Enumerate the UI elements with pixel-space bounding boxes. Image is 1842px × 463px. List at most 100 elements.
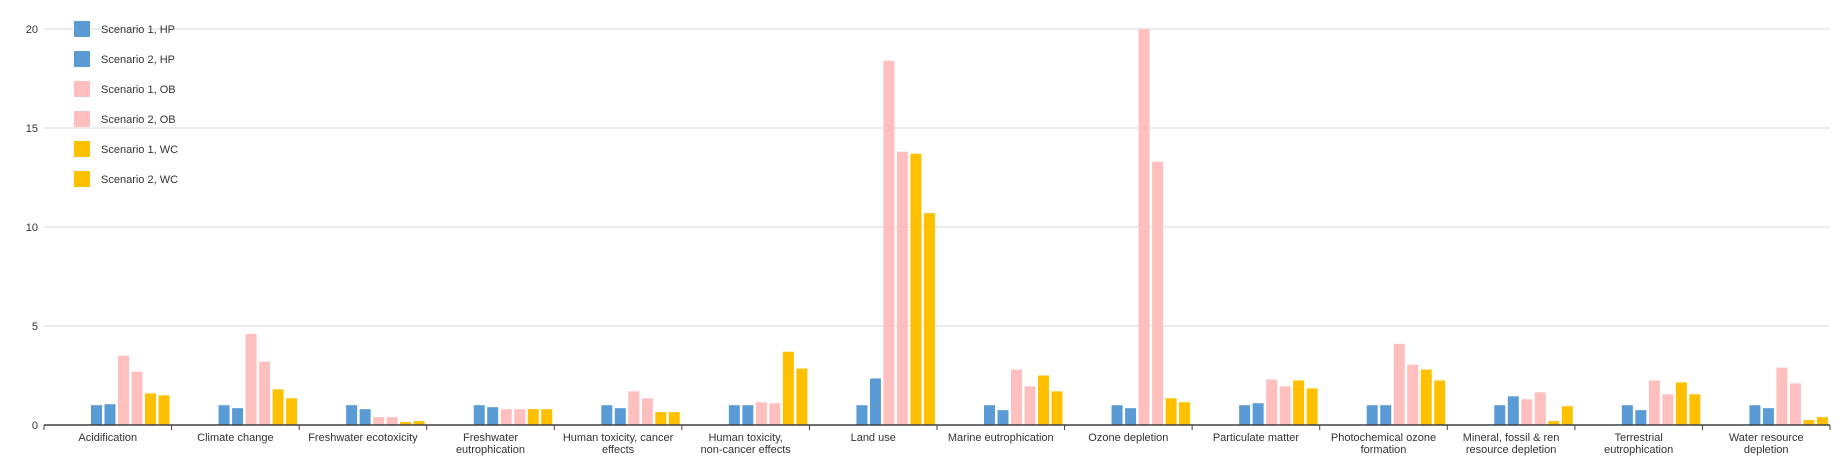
bar (118, 355, 129, 425)
x-tick-label: Water resource (1729, 432, 1804, 444)
bar (1165, 398, 1177, 425)
bar (782, 351, 794, 425)
bar (668, 412, 680, 425)
bar (131, 371, 143, 425)
legend-swatch (74, 171, 90, 187)
bar (91, 405, 102, 425)
bar (400, 422, 412, 425)
bar (514, 409, 526, 425)
bar (1125, 408, 1137, 425)
legend-label: Scenario 2, HP (101, 54, 175, 66)
y-tick-label: 20 (26, 24, 38, 36)
x-tick-label: effects (602, 444, 635, 456)
bar (1561, 406, 1573, 425)
bar (742, 405, 754, 425)
bar (1393, 343, 1405, 425)
bar (1635, 410, 1647, 425)
bar (1024, 386, 1036, 425)
bar (1252, 403, 1264, 425)
bar (1179, 402, 1191, 425)
bar (1675, 382, 1687, 425)
bar (286, 398, 298, 425)
bar (628, 391, 640, 425)
x-tick-label: Land use (851, 432, 896, 444)
x-tick-label: resource depletion (1466, 444, 1557, 456)
bar (1306, 388, 1318, 425)
x-tick-label: Climate change (197, 432, 273, 444)
x-tick-label: Freshwater ecotoxicity (308, 432, 418, 444)
bar (1621, 405, 1633, 425)
bar (1051, 391, 1063, 425)
x-tick-label: Mineral, fossil & ren (1463, 432, 1560, 444)
bar (896, 151, 908, 425)
bar (728, 405, 740, 425)
bar (1138, 29, 1150, 425)
bar (1420, 369, 1432, 425)
bar (1152, 161, 1164, 425)
bar (104, 404, 116, 425)
x-tick-label: Marine eutrophication (948, 432, 1054, 444)
bar (655, 412, 667, 425)
bar (1762, 408, 1774, 425)
x-axis (43, 424, 1831, 430)
bar (1749, 405, 1761, 425)
x-tick-label: depletion (1744, 444, 1789, 456)
bar (614, 408, 626, 425)
bar (1266, 379, 1278, 425)
bar (473, 405, 485, 425)
bar (769, 403, 781, 425)
bar (1789, 383, 1801, 425)
bar (1366, 405, 1378, 425)
bar (910, 153, 922, 426)
legend-label: Scenario 1, OB (101, 84, 176, 96)
bar (1293, 380, 1305, 425)
bar (272, 389, 284, 425)
bar (1521, 399, 1533, 425)
legend-label: Scenario 2, WC (101, 174, 178, 186)
bar (1507, 396, 1519, 425)
bar (984, 405, 995, 425)
y-tick-label: 5 (32, 321, 38, 333)
bar (1380, 405, 1392, 425)
bar (359, 409, 371, 425)
bar (1494, 405, 1506, 425)
bar (923, 213, 935, 425)
bar (1111, 405, 1123, 425)
bar (1038, 375, 1049, 425)
bar (218, 405, 230, 425)
bar (1407, 364, 1419, 425)
bar (1239, 405, 1251, 425)
bar (259, 361, 271, 425)
bar (1689, 394, 1701, 425)
bar (158, 395, 170, 425)
bar (386, 417, 398, 425)
bar (1534, 392, 1546, 425)
grid-lines (44, 28, 1830, 327)
bar (1279, 386, 1291, 425)
x-tick-label: Human toxicity, (708, 432, 782, 444)
x-tick-label: eutrophication (1604, 444, 1673, 456)
legend-swatch (74, 51, 90, 67)
bar (1662, 394, 1674, 425)
bar (487, 407, 499, 425)
bar (413, 421, 425, 425)
bar (1803, 420, 1815, 425)
legend-swatch (74, 21, 90, 37)
legend-label: Scenario 1, HP (101, 24, 175, 36)
bar (883, 60, 895, 426)
legend-swatch (74, 111, 90, 127)
bar (1776, 367, 1788, 425)
bar (245, 333, 257, 425)
x-tick-label: Human toxicity, cancer (563, 432, 674, 444)
bar (1011, 369, 1022, 425)
bar (856, 405, 868, 425)
legend-swatch (74, 81, 90, 97)
x-tick-label: eutrophication (456, 444, 525, 456)
bar (755, 402, 767, 425)
bar (145, 393, 156, 425)
bar (500, 409, 512, 425)
legend-swatch (74, 141, 90, 157)
x-axis-labels: Acidification Climate change Freshwater ec… (78, 432, 1803, 456)
bar (1816, 417, 1828, 425)
legend: Scenario 1, HP Scenario 2, HP Scenario 1, … (74, 21, 178, 187)
